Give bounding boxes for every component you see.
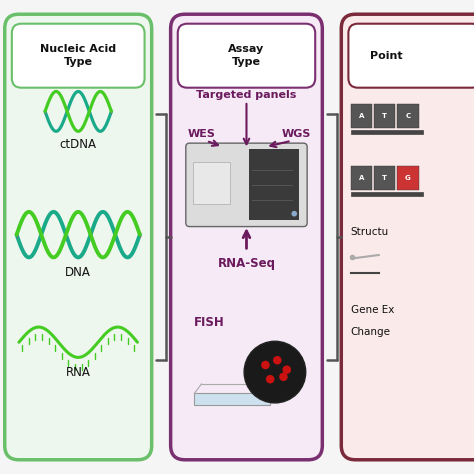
Circle shape: [273, 356, 282, 365]
Bar: [397, 104, 419, 128]
Text: WES: WES: [188, 128, 215, 139]
FancyBboxPatch shape: [171, 14, 322, 460]
Circle shape: [292, 211, 297, 217]
Text: RNA: RNA: [66, 365, 91, 379]
Bar: [194, 393, 270, 405]
Text: WGS: WGS: [282, 128, 311, 139]
Text: Nucleic Acid
Type: Nucleic Acid Type: [40, 45, 116, 67]
Bar: [351, 104, 372, 128]
Bar: [374, 166, 395, 190]
Text: FISH: FISH: [194, 316, 225, 329]
Bar: [249, 149, 299, 220]
Bar: [351, 192, 423, 196]
Bar: [351, 130, 423, 134]
FancyBboxPatch shape: [186, 143, 307, 227]
Text: T: T: [382, 113, 387, 119]
Bar: [193, 162, 230, 204]
Circle shape: [261, 361, 270, 369]
FancyBboxPatch shape: [12, 24, 145, 88]
Circle shape: [244, 341, 306, 403]
FancyBboxPatch shape: [348, 24, 474, 88]
Text: Point: Point: [370, 51, 402, 61]
Text: A: A: [359, 113, 364, 119]
Text: Targeted panels: Targeted panels: [196, 90, 297, 100]
Text: RNA-Seq: RNA-Seq: [218, 256, 275, 270]
Text: G: G: [405, 175, 411, 181]
Text: T: T: [382, 175, 387, 181]
Text: Structu: Structu: [351, 227, 389, 237]
Text: A: A: [359, 175, 364, 181]
Bar: [397, 166, 419, 190]
Text: C: C: [405, 113, 410, 119]
FancyBboxPatch shape: [178, 24, 315, 88]
Text: DNA: DNA: [65, 266, 91, 279]
Circle shape: [283, 365, 291, 374]
Bar: [351, 166, 372, 190]
Text: Gene Ex: Gene Ex: [351, 305, 394, 316]
Circle shape: [266, 375, 274, 383]
Text: Assay
Type: Assay Type: [228, 45, 264, 67]
FancyBboxPatch shape: [341, 14, 474, 460]
Bar: [374, 104, 395, 128]
Text: ctDNA: ctDNA: [60, 138, 97, 151]
FancyBboxPatch shape: [5, 14, 152, 460]
Text: Change: Change: [351, 327, 391, 337]
Circle shape: [279, 373, 288, 381]
